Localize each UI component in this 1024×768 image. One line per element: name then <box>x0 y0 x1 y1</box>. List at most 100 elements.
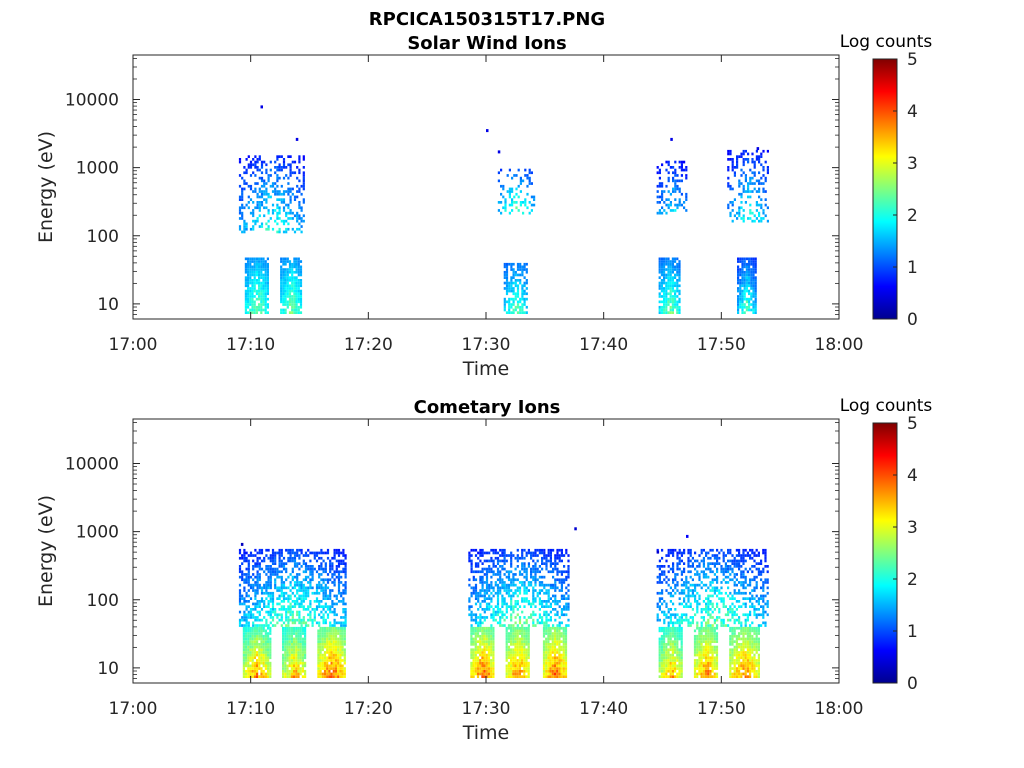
heatmap-cell <box>549 616 552 619</box>
heatmap-cell <box>536 570 539 574</box>
heatmap-cell <box>301 643 304 646</box>
heatmap-cell <box>238 551 242 555</box>
heatmap-cell <box>751 160 754 164</box>
heatmap-cell <box>468 554 471 557</box>
heatmap-cell <box>700 637 703 641</box>
heatmap-cell <box>709 648 712 652</box>
heatmap-cell <box>285 219 288 223</box>
heatmap-cell <box>753 171 756 175</box>
heatmap-cell <box>743 265 746 269</box>
heatmap-cell <box>265 583 268 587</box>
heatmap-cell <box>252 586 255 590</box>
heatmap-cell <box>567 570 570 574</box>
heatmap-cell <box>286 268 289 271</box>
heatmap-cell <box>503 308 506 312</box>
heatmap-cell <box>323 659 327 662</box>
heatmap-cell <box>343 640 346 643</box>
heatmap-cell <box>289 573 292 576</box>
heatmap-cell <box>249 211 253 215</box>
heatmap-cell <box>247 289 250 293</box>
heatmap-cell <box>260 292 263 296</box>
heatmap-cell <box>343 672 346 676</box>
heatmap-cell <box>742 661 745 665</box>
heatmap-cell <box>295 279 298 282</box>
heatmap-cell <box>533 195 536 199</box>
heatmap-cell <box>758 158 761 161</box>
heatmap-cell <box>324 586 327 590</box>
heatmap-cell <box>282 583 286 587</box>
heatmap-cell <box>278 548 281 552</box>
heatmap-cell <box>342 567 345 571</box>
heatmap-cell <box>337 672 340 676</box>
heatmap-cell <box>658 308 661 312</box>
heatmap-cell <box>739 287 742 290</box>
heatmap-cell <box>298 616 301 619</box>
heatmap-cell <box>258 297 261 301</box>
heatmap-cell <box>501 551 504 555</box>
heatmap-cell <box>744 626 747 630</box>
heatmap-cell <box>565 591 568 595</box>
heatmap-cell <box>245 203 248 207</box>
heatmap-cell <box>503 583 506 587</box>
heatmap-cell <box>678 190 681 193</box>
heatmap-cell <box>674 664 677 668</box>
heatmap-cell <box>669 675 672 678</box>
heatmap-cell <box>519 300 522 304</box>
heatmap-cell <box>707 645 710 649</box>
heatmap-cell <box>311 618 314 622</box>
heatmap-cell <box>514 292 517 296</box>
heatmap-cell <box>676 651 679 654</box>
heatmap-cell <box>285 616 288 619</box>
heatmap-cell <box>485 640 488 643</box>
heatmap-cell <box>263 570 266 574</box>
heatmap-cell <box>328 626 331 630</box>
heatmap-cell <box>738 656 741 660</box>
heatmap-cell <box>262 257 265 261</box>
heatmap-cell <box>476 661 480 665</box>
heatmap-cell <box>669 276 672 279</box>
heatmap-cell <box>282 166 286 169</box>
heatmap-cell <box>293 311 296 314</box>
heatmap-cell <box>752 257 755 261</box>
heatmap-cell <box>490 675 493 678</box>
heatmap-cell <box>562 675 565 678</box>
heatmap-cell <box>242 637 245 641</box>
heatmap-cell <box>507 586 511 590</box>
heatmap-cell <box>746 664 749 668</box>
heatmap-cell <box>663 640 666 643</box>
heatmap-cell <box>284 664 287 668</box>
heatmap-cell <box>505 616 508 619</box>
heatmap-cell <box>556 651 559 654</box>
heatmap-cell <box>249 551 253 555</box>
heatmap-cell <box>254 591 257 595</box>
heatmap-cell <box>490 651 493 654</box>
heatmap-cell <box>512 648 515 652</box>
heatmap-cell <box>744 629 747 633</box>
heatmap-cell <box>658 287 661 290</box>
heatmap-cell <box>313 618 316 622</box>
heatmap-cell <box>485 669 488 673</box>
heatmap-cell <box>727 203 730 207</box>
heatmap-cell <box>707 629 710 633</box>
heatmap-cell <box>326 548 330 552</box>
heatmap-cell <box>479 634 482 638</box>
heatmap-cell <box>501 613 504 617</box>
heatmap-cell <box>302 201 305 204</box>
heatmap-cell <box>749 667 752 670</box>
heatmap-cell <box>487 629 491 633</box>
heatmap-cell <box>727 206 730 210</box>
heatmap-cell <box>254 187 257 191</box>
heatmap-cell <box>251 656 254 660</box>
heatmap-cell <box>676 675 679 678</box>
heatmap-cell <box>249 554 253 557</box>
heatmap-cell <box>264 262 267 266</box>
heatmap-cell <box>328 651 331 654</box>
heatmap-cell <box>337 586 341 590</box>
heatmap-cell <box>494 573 497 576</box>
heatmap-cell <box>525 554 528 557</box>
heatmap-cell <box>560 659 563 662</box>
heatmap-cell <box>700 626 703 630</box>
heatmap-cell <box>551 667 554 670</box>
heatmap-cell <box>296 597 299 600</box>
heatmap-cell <box>472 667 475 670</box>
